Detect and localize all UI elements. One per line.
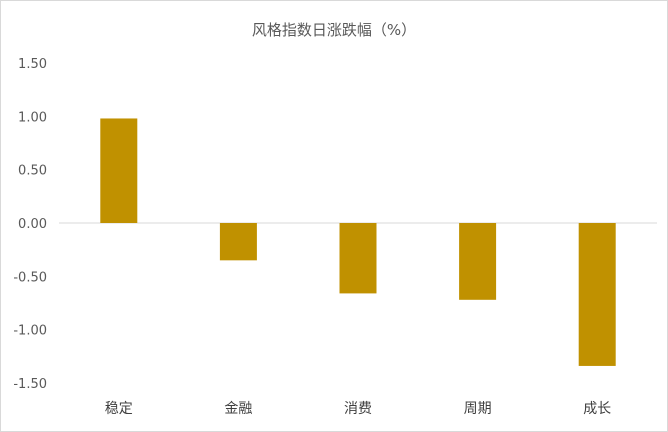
category-label: 消费: [344, 401, 372, 417]
bar-5: [578, 223, 616, 366]
y-tick-label: 1.00: [18, 110, 47, 125]
y-tick-label: 0.00: [18, 217, 47, 232]
bar-1: [100, 118, 138, 223]
category-label: 成长: [583, 401, 611, 417]
chart-title: 风格指数日涨跌幅（%）: [252, 21, 416, 39]
bar-4: [459, 223, 497, 300]
y-axis-ticks: 1.50 1.00 0.50 0.00 -0.50 -1.00 -1.50: [13, 57, 47, 392]
bar-2: [219, 223, 257, 261]
y-tick-label: 0.50: [18, 164, 47, 179]
category-labels: 稳定 金融 消费 周期 成长: [105, 401, 611, 417]
y-tick-label: -0.50: [13, 270, 47, 285]
bars: [100, 118, 616, 366]
bar-3: [339, 223, 377, 294]
category-label: 金融: [224, 401, 252, 417]
category-label: 周期: [464, 401, 492, 417]
y-tick-label: 1.50: [18, 57, 47, 72]
y-tick-label: -1.50: [13, 377, 47, 392]
y-tick-label: -1.00: [13, 324, 47, 339]
category-label: 稳定: [105, 401, 133, 417]
